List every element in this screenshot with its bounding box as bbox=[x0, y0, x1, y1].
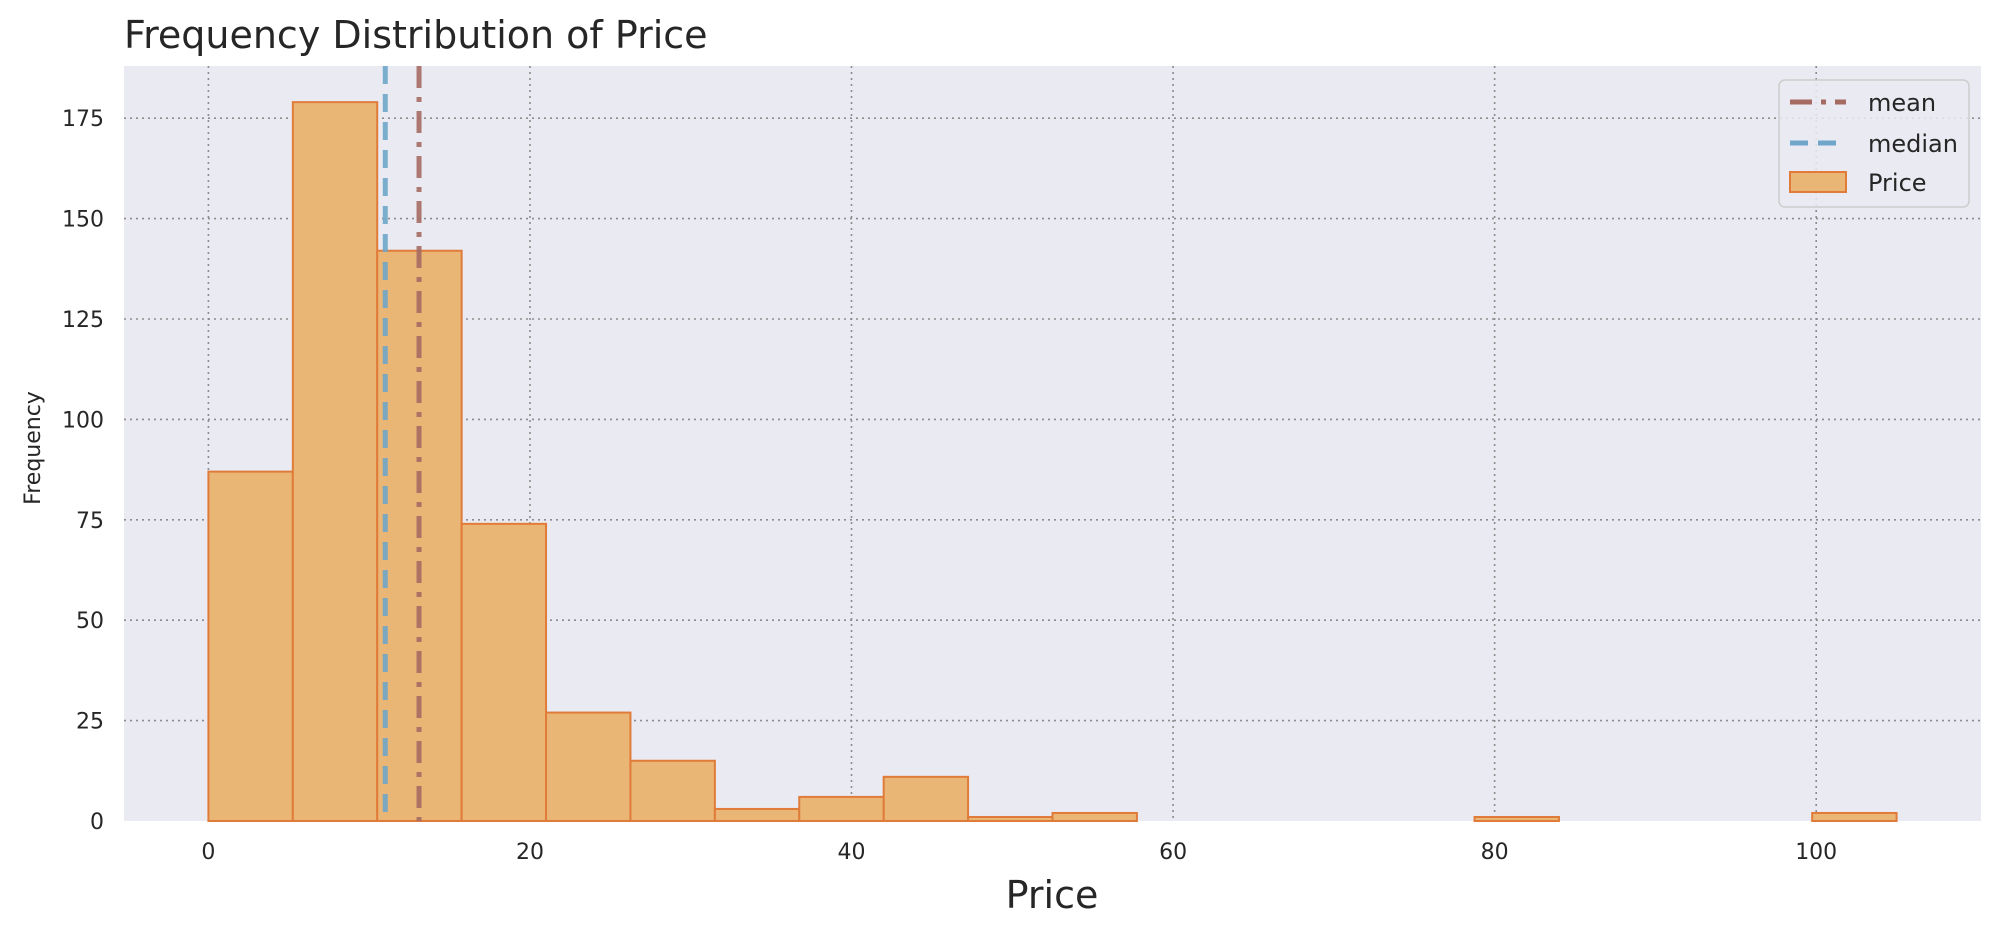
chart-title: Frequency Distribution of Price bbox=[124, 13, 708, 57]
legend-median-label: median bbox=[1868, 130, 1958, 158]
y-axis-ticks: 0 25 50 75 100 125 150 175 bbox=[62, 107, 104, 835]
legend: mean median Price bbox=[1778, 79, 1970, 208]
y-tick-label: 100 bbox=[62, 408, 104, 433]
y-tick-label: 50 bbox=[76, 609, 104, 634]
x-tick-label: 60 bbox=[1159, 840, 1187, 865]
x-axis-label: Price bbox=[1006, 873, 1099, 917]
histogram-bar bbox=[207, 470, 294, 822]
x-tick-label: 40 bbox=[838, 840, 866, 865]
histogram-bar bbox=[1051, 811, 1138, 822]
legend-mean-label: mean bbox=[1868, 89, 1936, 117]
y-tick-label: 175 bbox=[62, 107, 104, 132]
y-tick-label: 25 bbox=[76, 710, 104, 735]
histogram-bar bbox=[798, 795, 885, 822]
histogram-bar bbox=[291, 101, 379, 822]
legend-price-label: Price bbox=[1868, 169, 1927, 197]
x-tick-label: 0 bbox=[201, 840, 215, 865]
histogram-bar bbox=[1811, 811, 1898, 822]
histogram-bar bbox=[1473, 815, 1560, 823]
histogram-bar bbox=[967, 815, 1054, 823]
y-axis-label: Frequency bbox=[21, 391, 46, 505]
y-tick-label: 125 bbox=[62, 308, 104, 333]
histogram-bar bbox=[545, 711, 632, 823]
histogram-bar bbox=[713, 807, 801, 823]
y-tick-label: 0 bbox=[90, 810, 104, 835]
reference-lines-layer bbox=[382, 66, 422, 821]
histogram-bar bbox=[882, 775, 970, 822]
x-tick-label: 100 bbox=[1795, 840, 1837, 865]
histogram-bar bbox=[629, 759, 716, 822]
x-axis-ticks: 0 20 40 60 80 100 bbox=[201, 840, 1837, 865]
legend-price-swatch bbox=[1789, 171, 1847, 193]
y-tick-label: 150 bbox=[62, 208, 104, 233]
x-tick-label: 20 bbox=[516, 840, 544, 865]
y-tick-label: 75 bbox=[76, 509, 104, 534]
x-tick-label: 80 bbox=[1481, 840, 1509, 865]
histogram-bar bbox=[460, 522, 548, 822]
